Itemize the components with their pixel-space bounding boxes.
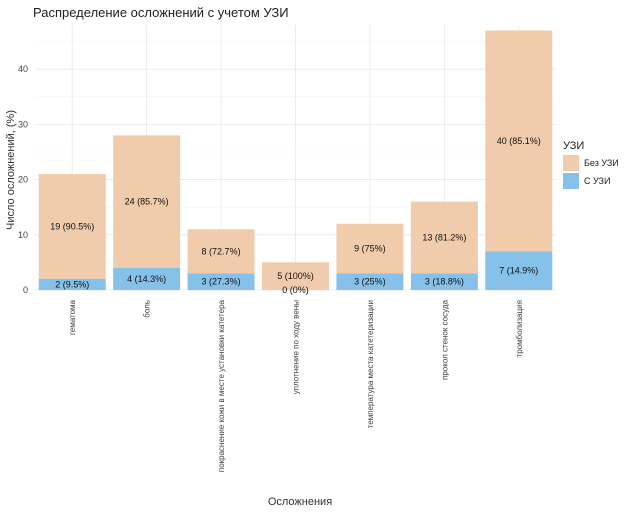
bar-label-without-uzi: 13 (81.2%) (422, 233, 466, 243)
bar-with-uzi (410, 273, 478, 290)
bar-label-without-uzi: 24 (85.7%) (125, 197, 169, 207)
bar-label-without-uzi: 19 (90.5%) (50, 222, 94, 232)
y-tick-label: 40 (18, 64, 28, 74)
bar-label-without-uzi: 8 (72.7%) (202, 246, 241, 256)
bar-with-uzi (485, 251, 553, 290)
bar-without-uzi (410, 201, 478, 274)
y-tick-label: 20 (18, 175, 28, 185)
legend-label: С УЗИ (584, 176, 610, 186)
bar-with-uzi (336, 273, 404, 290)
x-axis-title: Осложнения (268, 496, 332, 508)
bar-label-without-uzi: 40 (85.1%) (497, 136, 541, 146)
bars: 19 (90.5%) 2 (9.5%) 24 (85.7%) 4 (14.3%) 8 (… (38, 30, 553, 295)
bar-label-with-uzi: 7 (14.9%) (499, 266, 538, 276)
bar-without-uzi (113, 135, 181, 268)
bar-label-without-uzi: 5 (100%) (277, 271, 314, 281)
bar-with-uzi (113, 267, 181, 290)
bar-without-uzi (262, 262, 329, 290)
chart-title: Распределение осложнений с учетом УЗИ (33, 5, 289, 20)
bar-label-with-uzi: 3 (25%) (354, 277, 386, 287)
bar-label-without-uzi: 9 (75%) (354, 244, 386, 254)
legend-swatch (563, 173, 579, 189)
bar-without-uzi (38, 174, 106, 279)
bar-without-uzi (336, 223, 404, 274)
bar-label-with-uzi: 3 (27.3%) (202, 277, 241, 287)
legend-swatch (563, 155, 579, 171)
x-tick-label: уплотнение по ходу вены (292, 300, 301, 395)
y-tick-label: 30 (18, 119, 28, 129)
x-tick-label: температура места катетеризации (366, 300, 375, 428)
bar-label-with-uzi: 0 (0%) (282, 285, 309, 295)
legend-title: УЗИ (563, 140, 584, 152)
axis-ticks: 0 10 20 30 40 гематома боль покраснение кожи в … (18, 64, 524, 472)
x-tick-label: покраснение кожи в месте установки катет… (217, 299, 226, 472)
y-tick-label: 0 (23, 285, 28, 295)
y-tick-label: 10 (18, 230, 28, 240)
legend-label: Без УЗИ (584, 158, 619, 168)
x-tick-label: прокол стенок сосуда (440, 299, 449, 380)
bar-with-uzi (187, 273, 255, 290)
x-tick-label: тромболизация (515, 300, 524, 357)
bar-label-with-uzi: 2 (9.5%) (55, 279, 89, 289)
x-tick-label: гематома (68, 299, 77, 334)
x-tick-label: боль (143, 300, 152, 318)
y-axis-title: Число осложнений, (%) (5, 110, 17, 230)
bar-with-uzi (38, 278, 106, 290)
legend: УЗИ Без УЗИ С УЗИ (563, 140, 619, 189)
bar-without-uzi (187, 229, 255, 274)
bar-label-with-uzi: 3 (18.8%) (425, 277, 464, 287)
bar-label-with-uzi: 4 (14.3%) (127, 274, 166, 284)
bar-without-uzi (485, 30, 553, 252)
